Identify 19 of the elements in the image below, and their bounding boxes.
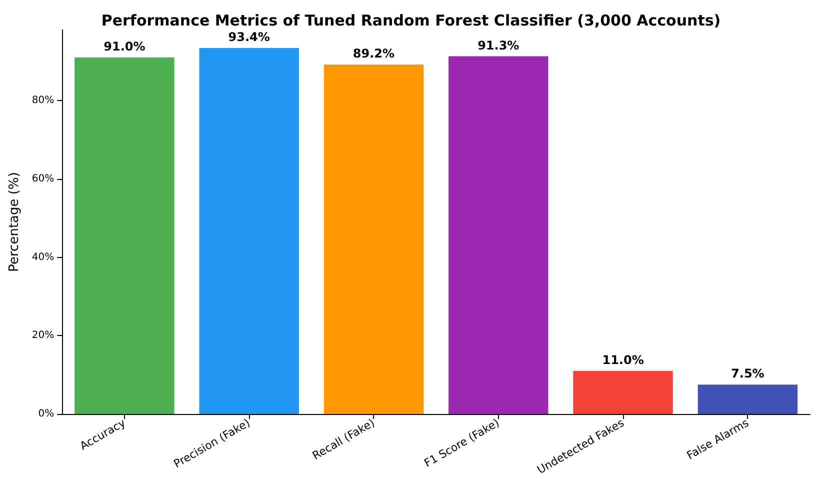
data-label: 11.0%	[602, 352, 644, 367]
data-label: 89.2%	[352, 46, 395, 60]
bar	[199, 48, 299, 414]
bar	[324, 64, 424, 414]
data-label: 93.4%	[228, 30, 270, 44]
y-tick-label: 60%	[32, 173, 54, 184]
bar	[448, 56, 548, 414]
data-label: 91.3%	[478, 38, 520, 52]
data-label: 91.0%	[104, 39, 146, 54]
bar	[573, 370, 673, 414]
y-tick-label: 40%	[32, 252, 54, 263]
bar	[74, 57, 174, 414]
bar	[698, 384, 798, 414]
chart-title: Performance Metrics of Tuned Random Forest Classifier (3,000 Accounts)	[101, 12, 721, 30]
y-tick-label: 20%	[32, 330, 54, 342]
y-tick-label: 80%	[32, 95, 54, 106]
y-tick-label: 0%	[38, 408, 54, 420]
data-label: 7.5%	[731, 366, 764, 381]
y-axis-title: Percentage (%)	[7, 172, 22, 272]
